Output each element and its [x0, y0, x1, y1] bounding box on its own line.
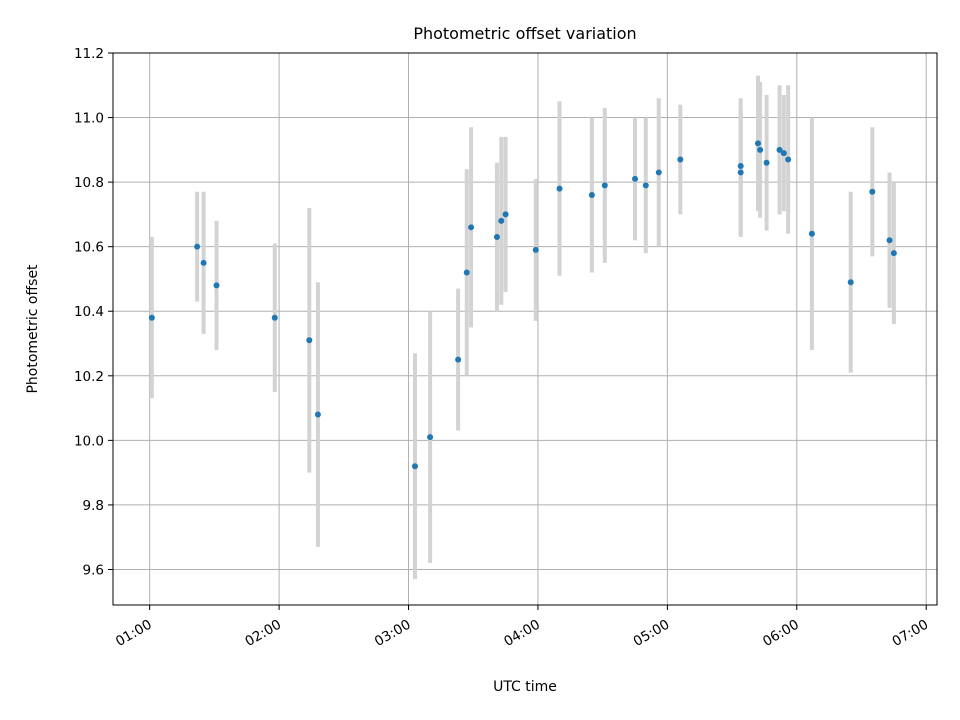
data-point [763, 159, 770, 166]
y-axis-label: Photometric offset [25, 264, 41, 394]
data-point [601, 182, 608, 189]
data-point [455, 356, 462, 363]
grid [113, 52, 937, 605]
data-point [737, 169, 744, 176]
data-point [588, 192, 595, 199]
data-points [148, 140, 897, 470]
y-tick-label: 9.6 [83, 562, 104, 578]
y-tick-label: 10.0 [74, 433, 104, 449]
data-point [411, 463, 418, 470]
data-point [498, 217, 505, 224]
data-point [532, 246, 539, 253]
y-tick-label: 10.4 [74, 304, 104, 320]
data-point [869, 188, 876, 195]
data-point [808, 230, 815, 237]
data-point [200, 259, 207, 266]
data-point [306, 337, 313, 344]
data-point [757, 146, 764, 153]
data-point [677, 156, 684, 163]
data-point [556, 185, 563, 192]
data-point [463, 269, 470, 276]
data-point [502, 211, 509, 218]
data-point [776, 146, 783, 153]
data-point [737, 162, 744, 169]
data-point [271, 314, 278, 321]
y-tick-label: 10.8 [74, 175, 104, 191]
y-tick-label: 9.8 [83, 498, 104, 514]
data-point [785, 156, 792, 163]
data-point [493, 234, 500, 240]
data-point [468, 224, 475, 231]
data-point [213, 282, 220, 289]
data-point [314, 411, 321, 418]
y-tick-label: 11.0 [74, 111, 104, 127]
data-point [780, 150, 787, 157]
y-axis-ticks: 9.6 9.8 10.0 10.2 10.4 10.6 10.8 11.0 11.2 [74, 46, 113, 578]
y-tick-label: 11.2 [74, 46, 104, 62]
data-point [754, 140, 761, 147]
x-axis-label: UTC time [493, 679, 557, 695]
data-point [890, 250, 897, 257]
data-point [886, 237, 893, 244]
data-point [148, 314, 155, 321]
data-point [194, 243, 201, 250]
chart-title: Photometric offset variation [413, 24, 636, 43]
data-point [632, 175, 639, 182]
data-point [642, 182, 649, 189]
plot-frame [112, 52, 938, 606]
data-point [847, 279, 854, 286]
data-point [427, 434, 434, 441]
y-tick-label: 10.6 [74, 240, 104, 256]
y-tick-label: 10.2 [74, 369, 104, 385]
data-point [655, 169, 662, 176]
